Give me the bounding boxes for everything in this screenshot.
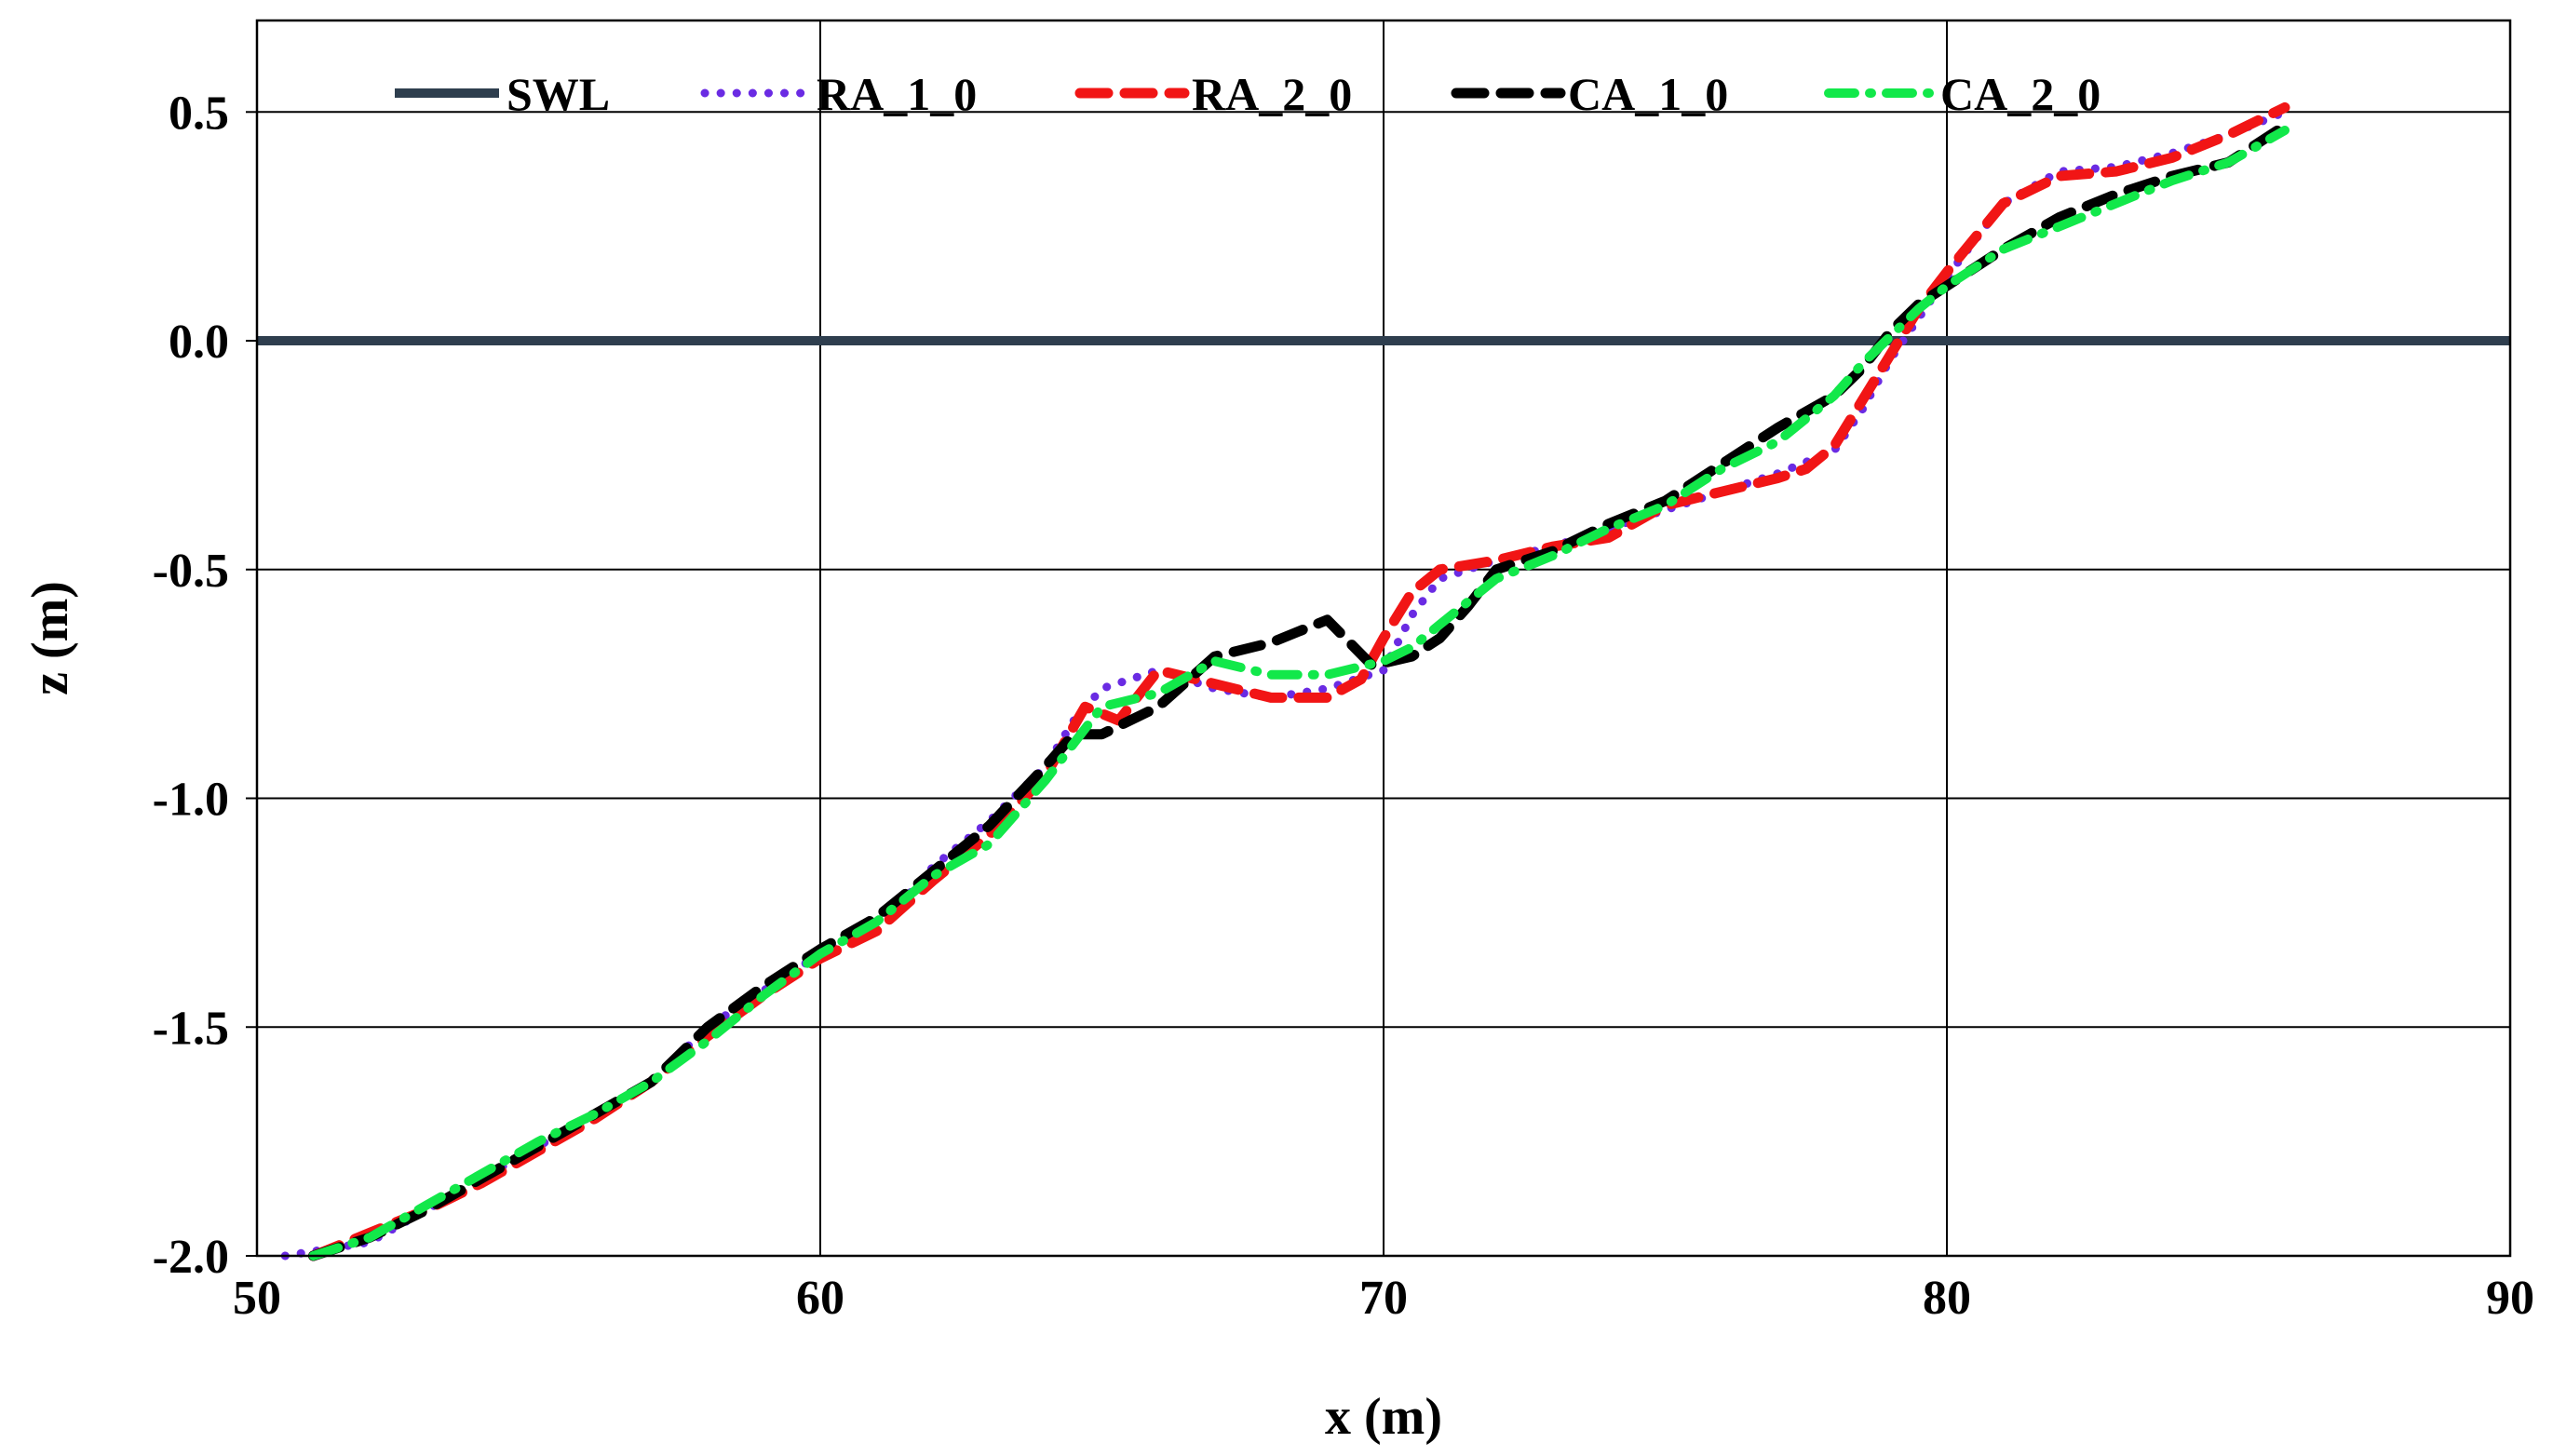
x-tick-label-50: 50 [233, 1272, 281, 1325]
y-tick-label--2.0: -2.0 [153, 1231, 229, 1284]
legend: SWL RA_1_0 RA_2_0 CA_1_0 CA_2_0 [395, 68, 2100, 120]
x-tick-label-90: 90 [2486, 1272, 2534, 1325]
y-tick-label--1.5: -1.5 [153, 1002, 229, 1055]
y-tick-label-0.0: 0.0 [169, 316, 229, 369]
legend-label-RA_1_0: RA_1_0 [817, 68, 977, 120]
tick-labels: 50 60 70 80 90 0.5 0.0 -0.5 -1.0 -1.5 -2.0 [153, 87, 2534, 1325]
y-tick-label--0.5: -0.5 [153, 545, 229, 598]
x-axis-title: x (m) [1325, 1388, 1442, 1446]
x-tick-label-70: 70 [1359, 1272, 1408, 1325]
legend-label-SWL: SWL [507, 68, 610, 120]
y-tick-label-0.5: 0.5 [169, 87, 229, 140]
legend-label-CA_2_0: CA_2_0 [1940, 68, 2100, 120]
x-tick-label-60: 60 [796, 1272, 844, 1325]
series-line-CA_2_0 [308, 126, 2290, 1261]
legend-label-CA_1_0: CA_1_0 [1568, 68, 1728, 120]
x-tick-label-80: 80 [1923, 1272, 1971, 1325]
plot-frame [255, 19, 2512, 1258]
series-layer [257, 101, 2510, 1261]
legend-label-RA_2_0: RA_2_0 [1192, 68, 1352, 120]
y-tick-label--1.0: -1.0 [153, 774, 229, 827]
y-axis-title: z (m) [21, 581, 79, 695]
